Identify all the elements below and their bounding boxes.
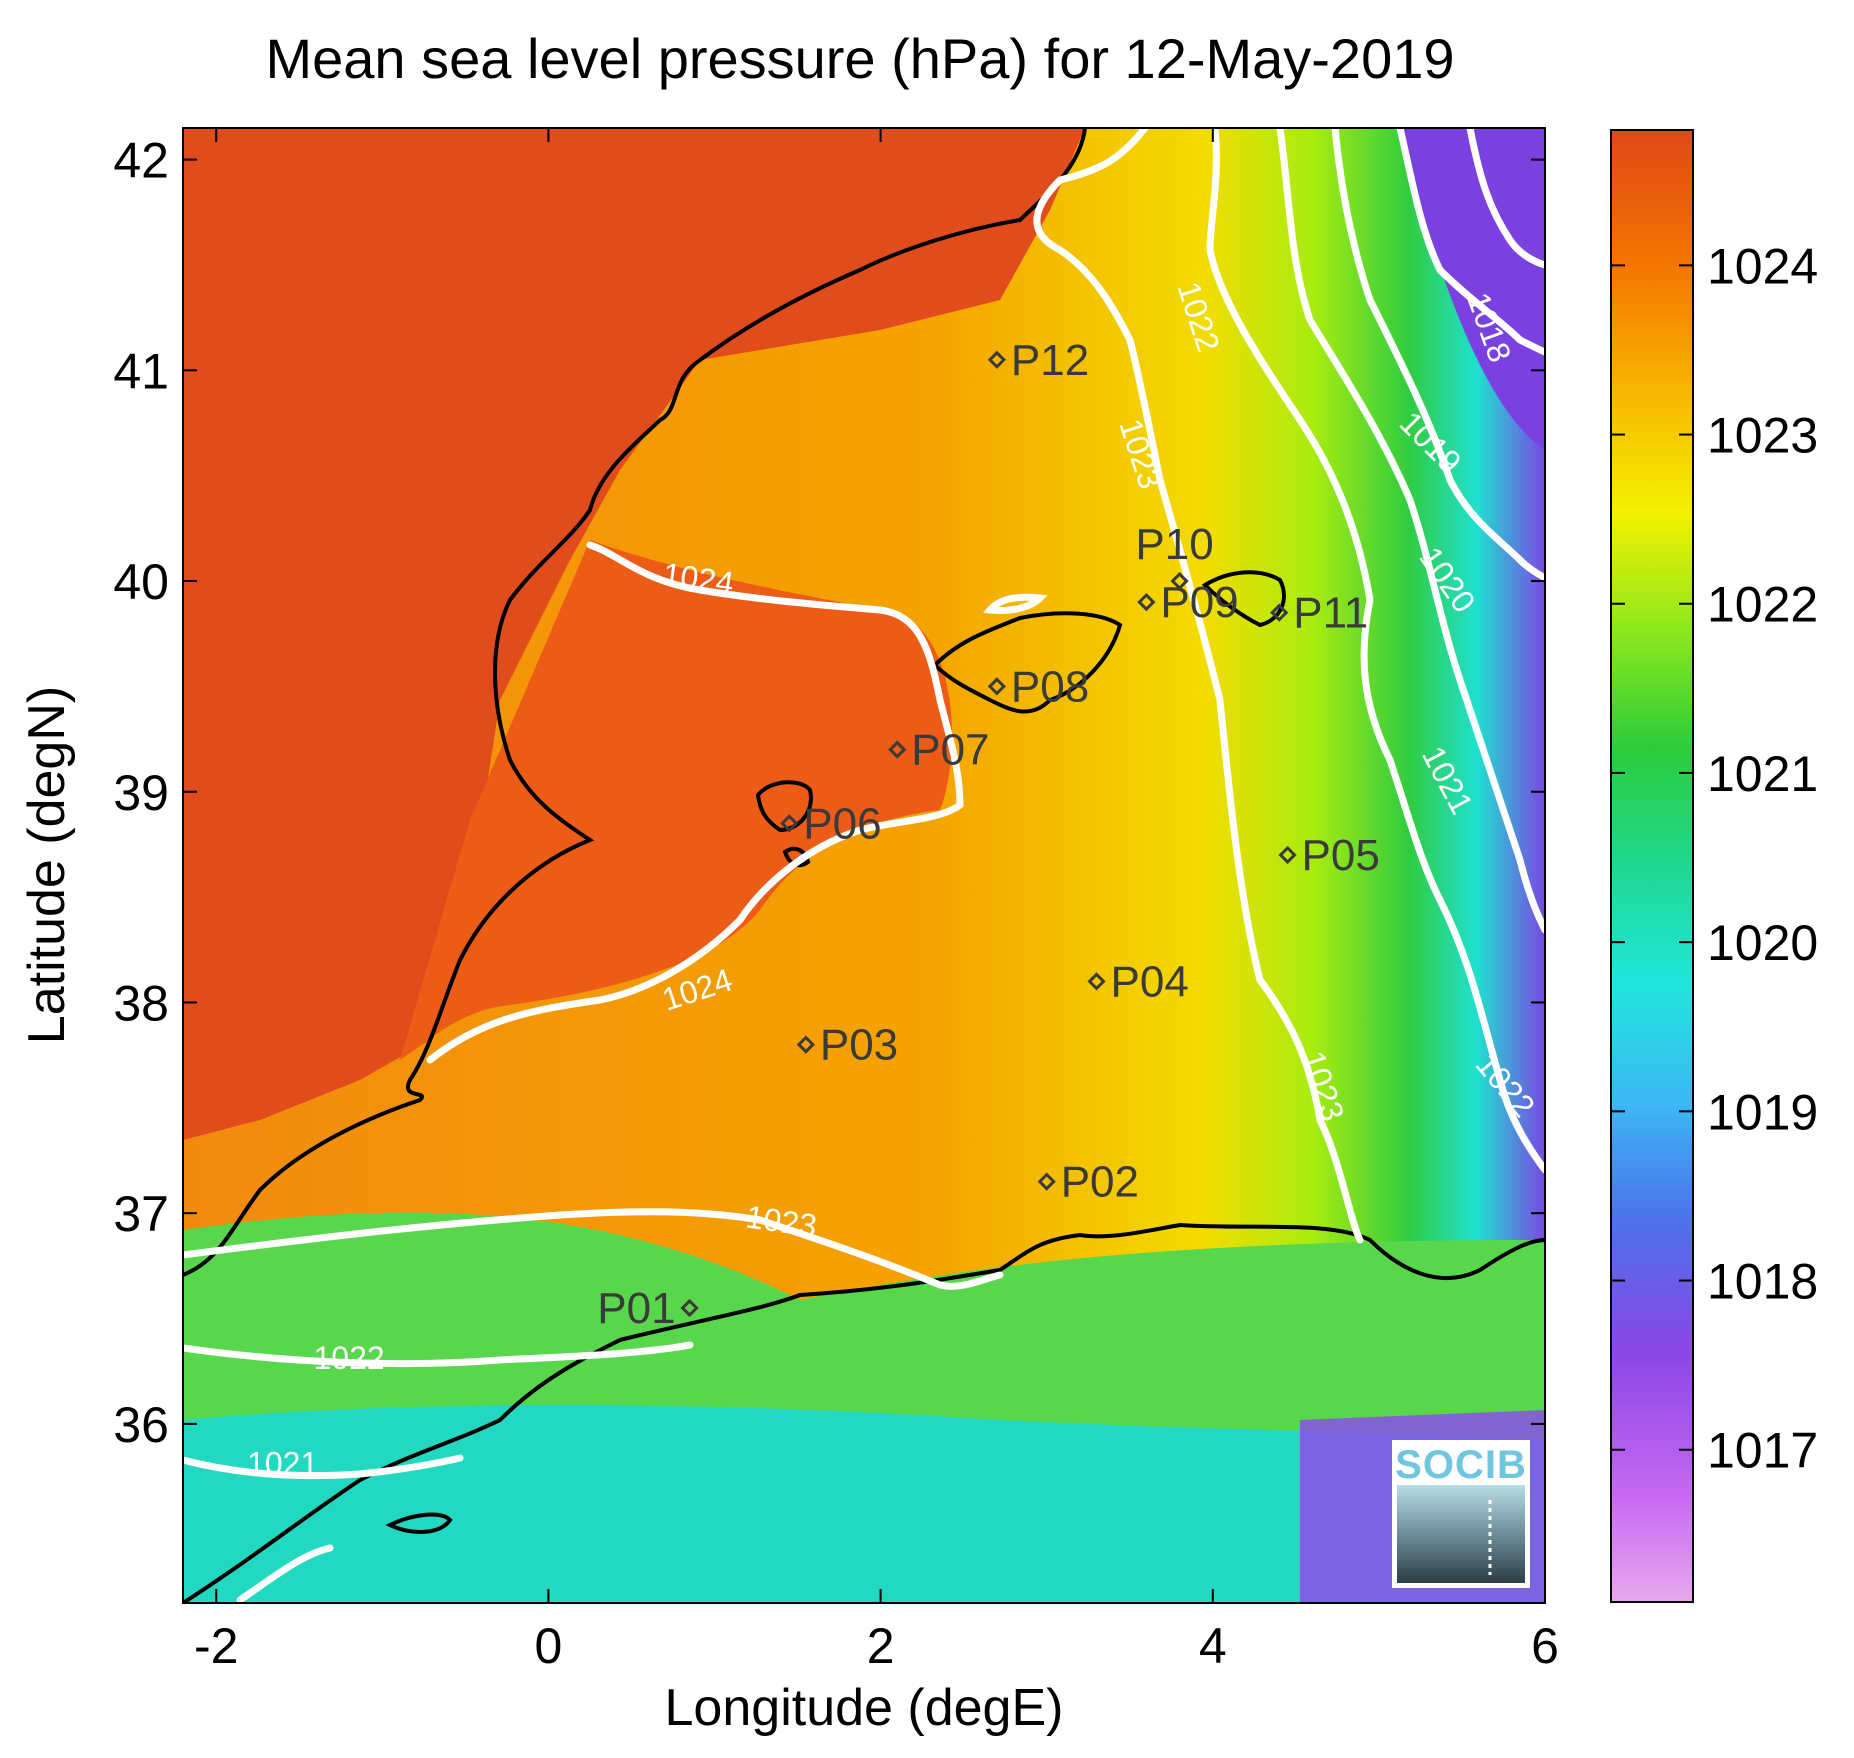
- station-label: P11: [1293, 589, 1368, 638]
- contour-1023-west: [1033, 128, 1364, 1244]
- station-marker: [888, 740, 907, 759]
- y-tick-label: 37: [113, 1186, 169, 1242]
- contour-1024-west: [426, 541, 964, 1064]
- x-tick-label: 4: [1199, 1618, 1227, 1674]
- colorbar-tick-label: 1024: [1707, 238, 1818, 294]
- station-label: P06: [803, 799, 881, 848]
- station-p06: P06: [780, 799, 882, 848]
- x-tick-label: 6: [1531, 1618, 1559, 1674]
- station-p01: P01: [597, 1284, 699, 1333]
- y-axis: 36 37 38 39 40 41 42: [113, 133, 1545, 1453]
- station-marker: [1278, 845, 1297, 865]
- station-marker: [780, 814, 799, 833]
- station-label: P03: [820, 1021, 898, 1070]
- y-axis-label: Latitude (degN): [18, 686, 76, 1044]
- contour-1019-east: [1396, 128, 1545, 356]
- colorbar-tick-label: 1019: [1707, 1084, 1818, 1140]
- colorbar-tick-label: 1020: [1707, 915, 1818, 971]
- colorbar-ticks: 1017 1018 1019 1020 1021 1022 1023 1024: [1611, 238, 1818, 1479]
- contour-1022-east: [1206, 128, 1545, 1174]
- y-tick-label: 42: [113, 133, 169, 189]
- contour-1022-south: [183, 1341, 694, 1368]
- contour-label: 1022: [314, 1340, 385, 1376]
- stations: P01 P02 P03 P04 P05 P06 P07 P08 P09 P10 P11 P12: [597, 336, 1380, 1333]
- station-marker: [680, 1298, 699, 1318]
- coastline-alboran-island: [385, 1512, 453, 1534]
- contour-1023-south: [183, 1208, 1004, 1290]
- station-p07: P07: [888, 726, 990, 775]
- y-tick-label: 36: [113, 1397, 169, 1453]
- station-marker: [1037, 1172, 1056, 1191]
- station-p02: P02: [1037, 1158, 1139, 1207]
- station-label: P04: [1111, 957, 1189, 1006]
- contour-1024-mallorca: [983, 593, 1048, 614]
- station-marker: [987, 677, 1007, 696]
- contour-1020-east: [1331, 128, 1545, 582]
- socib-logo-text: SOCIB: [1395, 1443, 1527, 1487]
- x-tick-label: -2: [194, 1618, 238, 1674]
- colorbar-tick-label: 1022: [1707, 577, 1818, 633]
- x-tick-label: 2: [867, 1618, 895, 1674]
- station-label: P12: [1011, 336, 1089, 385]
- station-label: P05: [1302, 831, 1380, 880]
- colorbar: [1610, 129, 1694, 1603]
- station-marker: [1170, 571, 1189, 591]
- pressure-field-south-low: [183, 1405, 1545, 1603]
- pressure-field-high-core: [183, 128, 1085, 1140]
- contour-1021-south: [183, 1454, 464, 1480]
- contour-1021-east: [1276, 128, 1545, 934]
- colorbar-tick-label: 1021: [1707, 746, 1818, 802]
- y-tick-label: 40: [113, 554, 169, 610]
- pressure-field-northeast-low: [1400, 128, 1545, 450]
- station-label: P10: [1135, 520, 1213, 569]
- coastline-ibiza: [755, 780, 813, 833]
- station-marker: [1087, 972, 1106, 991]
- coastline-formentera: [782, 846, 811, 868]
- station-label: P09: [1160, 578, 1238, 627]
- x-tick-label: 0: [535, 1618, 563, 1674]
- plot-frame: [182, 127, 1546, 1604]
- station-p05: P05: [1278, 831, 1380, 880]
- x-axis: -2 0 2 4 6: [194, 128, 1559, 1674]
- colorbar-tick-label: 1018: [1707, 1254, 1818, 1310]
- station-label: P01: [597, 1284, 675, 1333]
- coastline-menorca: [1201, 570, 1286, 628]
- station-marker: [1137, 592, 1156, 612]
- station-marker: [987, 350, 1007, 369]
- y-tick-label: 38: [113, 975, 169, 1031]
- coastline-mallorca: [932, 611, 1123, 714]
- contour-1021-southwest-tail: [236, 1544, 334, 1603]
- station-p04: P04: [1087, 957, 1189, 1006]
- station-label: P02: [1061, 1158, 1139, 1207]
- colorbar-tick-label: 1023: [1707, 408, 1818, 464]
- station-p09: P09: [1137, 578, 1239, 627]
- contour-label: 1021: [247, 1445, 318, 1481]
- station-p10: P10: [1135, 520, 1214, 591]
- station-p03: P03: [796, 1021, 898, 1070]
- colorbar-tick-label: 1017: [1707, 1423, 1818, 1479]
- y-tick-label: 41: [113, 343, 169, 399]
- contour-lines: [183, 128, 1545, 1603]
- coastline-iberia: [183, 128, 1087, 1277]
- chart-title: Mean sea level pressure (hPa) for 12-May…: [265, 27, 1454, 90]
- pressure-field-1024-region: [400, 540, 952, 1060]
- station-label: P07: [911, 726, 989, 775]
- x-axis-label: Longitude (degE): [665, 1679, 1064, 1737]
- station-marker: [796, 1035, 815, 1054]
- y-tick-label: 39: [113, 765, 169, 821]
- station-marker: [1270, 603, 1289, 622]
- station-p08: P08: [987, 662, 1089, 711]
- contour-1018-east: [1466, 128, 1545, 269]
- socib-logo: SOCIB: [1392, 1440, 1530, 1588]
- station-label: P08: [1011, 662, 1089, 711]
- station-p12: P12: [987, 336, 1089, 385]
- station-p11: P11: [1270, 589, 1368, 638]
